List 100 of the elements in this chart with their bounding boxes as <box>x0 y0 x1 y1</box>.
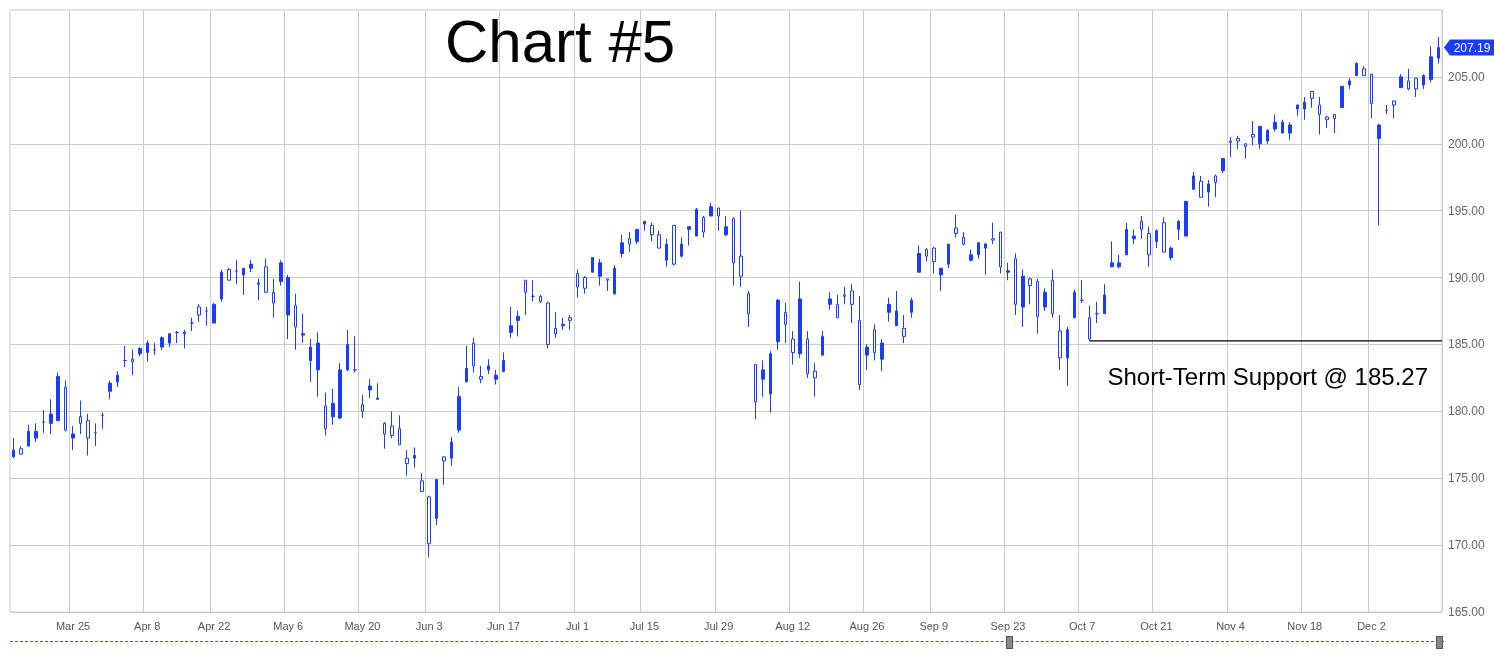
candlestick <box>1036 278 1039 335</box>
candlestick <box>910 297 913 319</box>
candlestick <box>479 365 483 384</box>
candlestick <box>197 303 201 323</box>
candlestick <box>843 286 846 305</box>
candlestick <box>1325 115 1329 129</box>
candlestick <box>123 345 127 368</box>
candlestick <box>1414 77 1418 98</box>
candlestick <box>413 446 416 469</box>
candlestick <box>1244 143 1247 159</box>
candlestick <box>850 283 854 324</box>
candlestick <box>917 244 921 273</box>
candlestick <box>776 298 780 351</box>
candlestick <box>309 338 312 383</box>
candlestick <box>1251 120 1255 146</box>
candlestick <box>1348 77 1351 90</box>
candlestick <box>138 346 142 357</box>
candlestick <box>1258 125 1262 150</box>
candlestick <box>724 215 728 237</box>
candlestick <box>954 214 958 238</box>
x-tick-label: May 20 <box>344 619 381 632</box>
candlestick <box>1066 326 1069 387</box>
candlestick <box>472 337 475 374</box>
candlestick <box>1088 305 1091 342</box>
candlestick <box>1333 113 1336 134</box>
candlestick <box>991 222 995 245</box>
candlestick <box>1288 121 1292 141</box>
candlestick <box>1169 246 1173 261</box>
candlestick <box>561 317 565 331</box>
x-tick-label: Aug 26 <box>849 619 885 632</box>
candlestick <box>116 370 119 388</box>
candlestick <box>509 306 513 339</box>
x-tick-label: Sep 23 <box>990 619 1026 632</box>
x-tick-label: Nov 4 <box>1216 619 1245 632</box>
candlestick <box>635 228 639 245</box>
candlestick <box>1377 123 1381 226</box>
candlestick <box>1073 289 1076 319</box>
candlestick <box>257 278 260 301</box>
candlestick <box>687 226 691 246</box>
candlestick <box>925 247 928 262</box>
candlestick <box>465 345 468 383</box>
candlestick <box>999 231 1002 275</box>
candlestick <box>1273 113 1277 133</box>
candlestick <box>168 333 171 348</box>
candlestick <box>1147 226 1151 268</box>
candlestick <box>747 290 750 328</box>
candlestick <box>650 222 654 242</box>
candlestick <box>902 314 906 344</box>
candlestick <box>568 314 572 331</box>
candlestick <box>1051 269 1054 319</box>
candlestick <box>761 360 765 398</box>
candlestick <box>279 259 283 287</box>
candlestick <box>1177 219 1180 241</box>
candlestick <box>212 302 216 324</box>
x-tick-label: Oct 21 <box>1140 619 1173 632</box>
x-tick-label: Apr 8 <box>134 619 161 632</box>
candlestick <box>1110 240 1114 268</box>
candlestick <box>657 230 661 249</box>
candlestick <box>42 409 45 434</box>
candlestick <box>1199 175 1203 198</box>
candlestick <box>1214 174 1217 198</box>
candlestick <box>272 278 275 319</box>
candlestick <box>1155 228 1158 249</box>
candlestick <box>1399 73 1403 89</box>
x-tick-label: Oct 7 <box>1069 619 1096 632</box>
candlestick <box>101 412 104 430</box>
y-tick-label: 205.00 <box>1448 69 1486 84</box>
candlestick <box>613 265 616 296</box>
candlestick <box>516 310 520 337</box>
candlestick <box>390 410 394 439</box>
candlestick <box>1095 301 1099 324</box>
candlestick <box>620 234 624 258</box>
candlestick <box>858 295 861 391</box>
candlestick <box>546 301 550 349</box>
candlestick <box>353 335 357 374</box>
candlestick <box>376 382 379 400</box>
candlestick <box>249 259 253 273</box>
candlestick <box>220 269 223 303</box>
candlestick <box>1006 262 1010 281</box>
candlestick <box>969 248 973 262</box>
candlestick <box>242 267 245 296</box>
candlestick <box>316 331 320 398</box>
y-tick-label: 175.00 <box>1448 471 1486 486</box>
candlestick <box>56 372 60 422</box>
candlestick <box>791 330 795 366</box>
candlestick <box>628 231 631 253</box>
x-tick-label: Sep 9 <box>919 619 949 632</box>
candlestick <box>539 294 542 304</box>
candlestick <box>1303 96 1306 121</box>
candlestick <box>502 351 505 374</box>
candlestick <box>739 210 743 288</box>
candlestick <box>108 380 112 400</box>
candlestick <box>531 279 535 303</box>
candlestick <box>160 335 164 351</box>
candlestick <box>1117 254 1121 269</box>
candlestick <box>94 422 97 447</box>
candlestick <box>1296 104 1299 117</box>
candlestick <box>1437 36 1440 65</box>
candlestick <box>175 330 179 344</box>
candlestick <box>205 306 208 327</box>
